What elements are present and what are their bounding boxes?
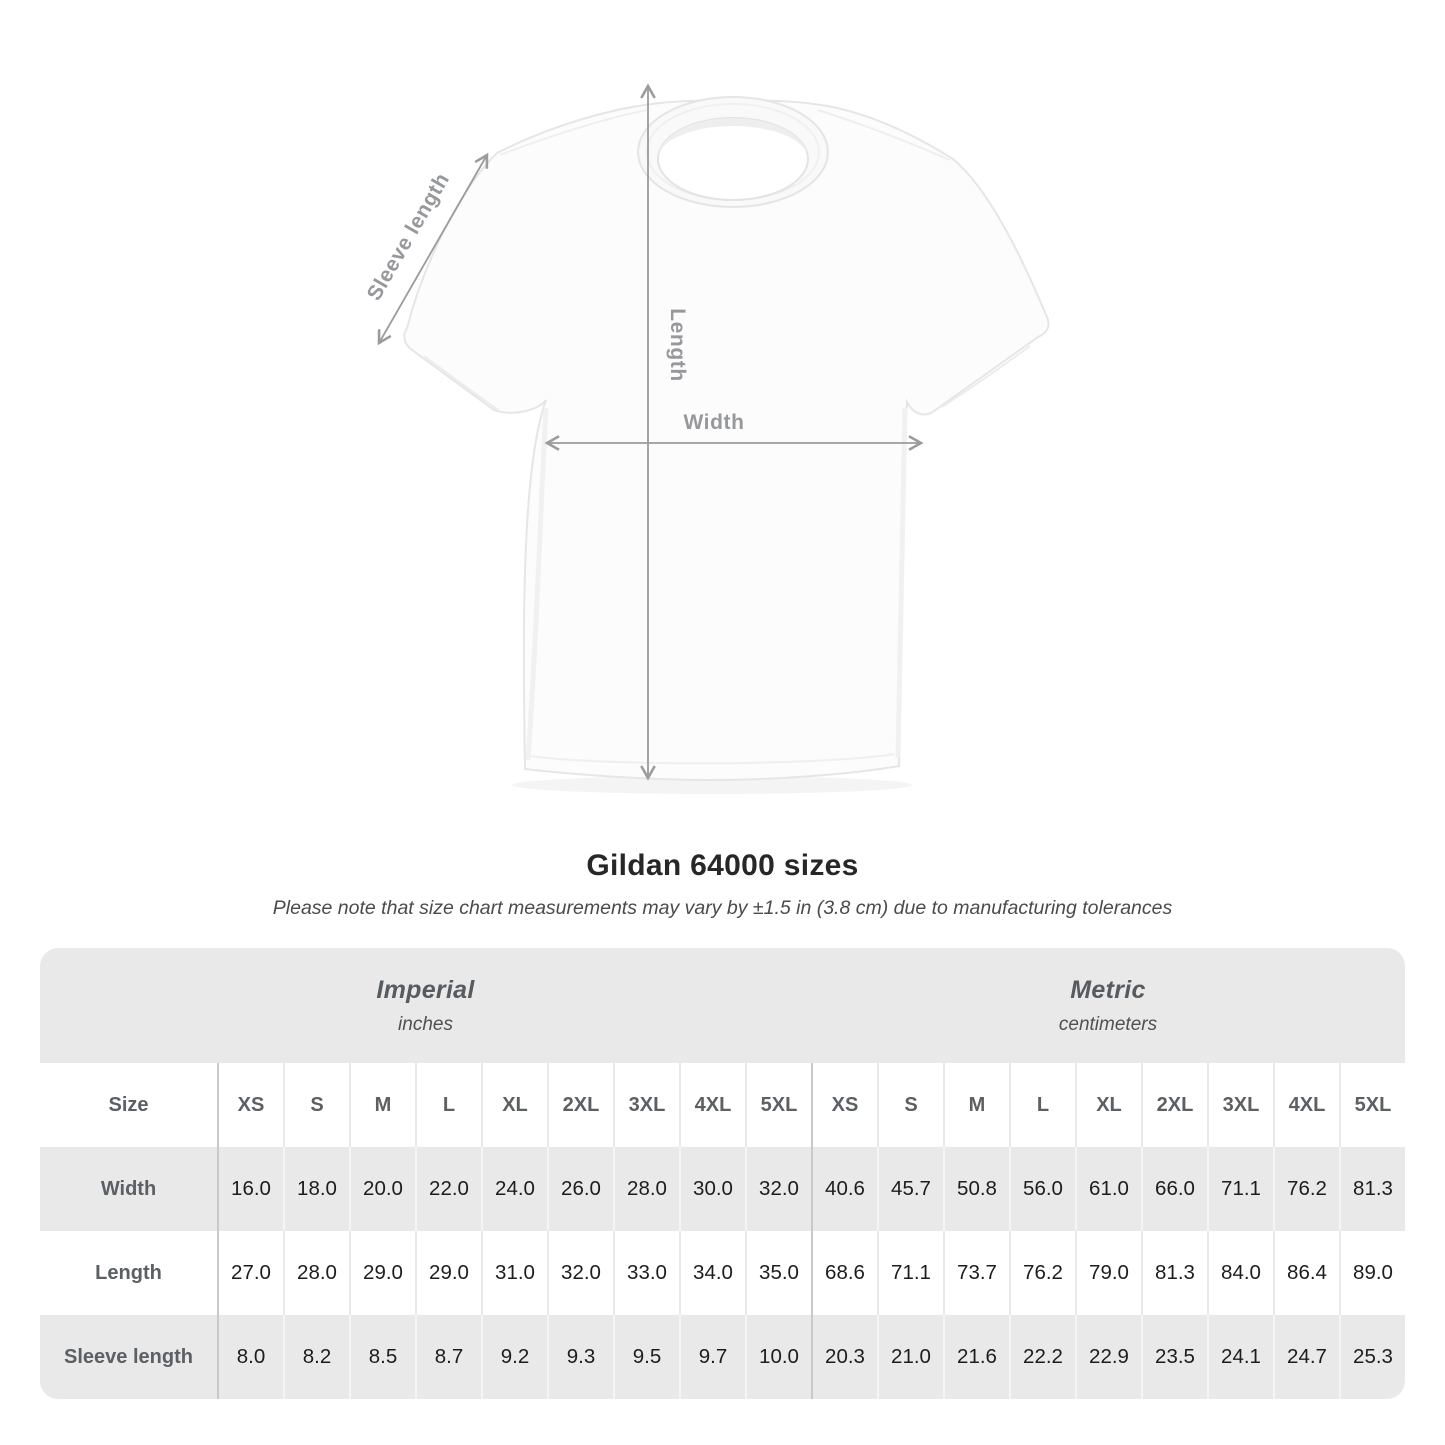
shirt-shadow xyxy=(512,776,912,794)
value-cell: 71.1 xyxy=(877,1231,943,1315)
value-cell: 56.0 xyxy=(1009,1147,1075,1231)
value-cell: 71.1 xyxy=(1207,1147,1273,1231)
size-column-header: L xyxy=(415,1063,481,1147)
value-cell: 27.0 xyxy=(217,1231,283,1315)
value-cell: 86.4 xyxy=(1273,1231,1339,1315)
size-column-header: L xyxy=(1009,1063,1075,1147)
value-cell: 30.0 xyxy=(679,1147,745,1231)
value-cell: 21.0 xyxy=(877,1315,943,1399)
size-column-header: S xyxy=(283,1063,349,1147)
value-cell: 8.2 xyxy=(283,1315,349,1399)
size-column-header: 3XL xyxy=(1207,1063,1273,1147)
value-cell: 26.0 xyxy=(547,1147,613,1231)
size-column-header: 4XL xyxy=(679,1063,745,1147)
value-cell: 10.0 xyxy=(745,1315,811,1399)
length-label: Length xyxy=(666,308,689,382)
size-column-header: M xyxy=(349,1063,415,1147)
size-column-header: 5XL xyxy=(745,1063,811,1147)
tolerance-note: Please note that size chart measurements… xyxy=(272,897,1173,919)
value-cell: 89.0 xyxy=(1339,1231,1405,1315)
value-cell: 9.5 xyxy=(613,1315,679,1399)
size-column-header: XS xyxy=(811,1063,877,1147)
size-column-header: 4XL xyxy=(1273,1063,1339,1147)
metric-section-title: Metric xyxy=(1070,975,1146,1004)
size-column-header: 2XL xyxy=(547,1063,613,1147)
value-cell: 84.0 xyxy=(1207,1231,1273,1315)
value-cell: 34.0 xyxy=(679,1231,745,1315)
value-cell: 81.3 xyxy=(1141,1231,1207,1315)
value-cell: 29.0 xyxy=(415,1231,481,1315)
value-cell: 9.7 xyxy=(679,1315,745,1399)
value-cell: 79.0 xyxy=(1075,1231,1141,1315)
metric-section-header: Metric centimeters xyxy=(811,948,1405,1063)
value-cell: 8.0 xyxy=(217,1315,283,1399)
value-cell: 20.0 xyxy=(349,1147,415,1231)
tshirt-illustration xyxy=(403,96,1050,782)
sleeve-length-arrow xyxy=(377,152,489,346)
page-title: Gildan 64000 sizes xyxy=(586,849,859,882)
value-cell: 61.0 xyxy=(1075,1147,1141,1231)
value-cell: 22.9 xyxy=(1075,1315,1141,1399)
metric-section-unit: centimeters xyxy=(1058,1013,1158,1035)
tshirt-measurement-diagram: Sleeve length Length Width xyxy=(363,83,1050,794)
value-cell: 81.3 xyxy=(1339,1147,1405,1231)
value-cell: 35.0 xyxy=(745,1231,811,1315)
value-cell: 24.1 xyxy=(1207,1315,1273,1399)
value-cell: 24.7 xyxy=(1273,1315,1339,1399)
value-cell: 23.5 xyxy=(1141,1315,1207,1399)
value-cell: 32.0 xyxy=(547,1231,613,1315)
width-label: Width xyxy=(683,411,744,434)
size-table: Imperial inches Metric centimeters Size X… xyxy=(40,948,1405,1399)
collar xyxy=(637,96,829,208)
value-cell: 76.2 xyxy=(1009,1231,1075,1315)
row-label: Sleeve length xyxy=(40,1315,217,1399)
size-column-header: XS xyxy=(217,1063,283,1147)
size-column-header: XL xyxy=(481,1063,547,1147)
value-cell: 20.3 xyxy=(811,1315,877,1399)
imperial-section-unit: inches xyxy=(398,1013,453,1035)
size-column-header: S xyxy=(877,1063,943,1147)
row-label: Width xyxy=(40,1147,217,1231)
value-cell: 28.0 xyxy=(283,1231,349,1315)
value-cell: 9.3 xyxy=(547,1315,613,1399)
value-cell: 9.2 xyxy=(481,1315,547,1399)
value-cell: 22.0 xyxy=(415,1147,481,1231)
size-grid: Size XS S M L XL 2XL 3XL 4XL 5XL XS S M L XL 2XL 3XL 4XL 5… xyxy=(40,1063,1405,1399)
value-cell: 21.6 xyxy=(943,1315,1009,1399)
row-label: Length xyxy=(40,1231,217,1315)
value-cell: 68.6 xyxy=(811,1231,877,1315)
value-cell: 22.2 xyxy=(1009,1315,1075,1399)
size-column-header: XL xyxy=(1075,1063,1141,1147)
size-column-header: 3XL xyxy=(613,1063,679,1147)
imperial-section-title: Imperial xyxy=(376,975,475,1004)
value-cell: 29.0 xyxy=(349,1231,415,1315)
value-cell: 40.6 xyxy=(811,1147,877,1231)
size-corner-label: Size xyxy=(40,1063,217,1147)
value-cell: 33.0 xyxy=(613,1231,679,1315)
measurement-arrows xyxy=(377,83,924,781)
size-column-header: 2XL xyxy=(1141,1063,1207,1147)
value-cell: 28.0 xyxy=(613,1147,679,1231)
value-cell: 50.8 xyxy=(943,1147,1009,1231)
size-column-header: M xyxy=(943,1063,1009,1147)
value-cell: 31.0 xyxy=(481,1231,547,1315)
value-cell: 76.2 xyxy=(1273,1147,1339,1231)
imperial-section-header: Imperial inches xyxy=(40,948,811,1063)
value-cell: 16.0 xyxy=(217,1147,283,1231)
value-cell: 32.0 xyxy=(745,1147,811,1231)
value-cell: 73.7 xyxy=(943,1231,1009,1315)
value-cell: 8.7 xyxy=(415,1315,481,1399)
value-cell: 45.7 xyxy=(877,1147,943,1231)
value-cell: 24.0 xyxy=(481,1147,547,1231)
size-column-header: 5XL xyxy=(1339,1063,1405,1147)
value-cell: 18.0 xyxy=(283,1147,349,1231)
value-cell: 66.0 xyxy=(1141,1147,1207,1231)
value-cell: 25.3 xyxy=(1339,1315,1405,1399)
table-header-band: Imperial inches Metric centimeters xyxy=(40,948,1405,1063)
value-cell: 8.5 xyxy=(349,1315,415,1399)
